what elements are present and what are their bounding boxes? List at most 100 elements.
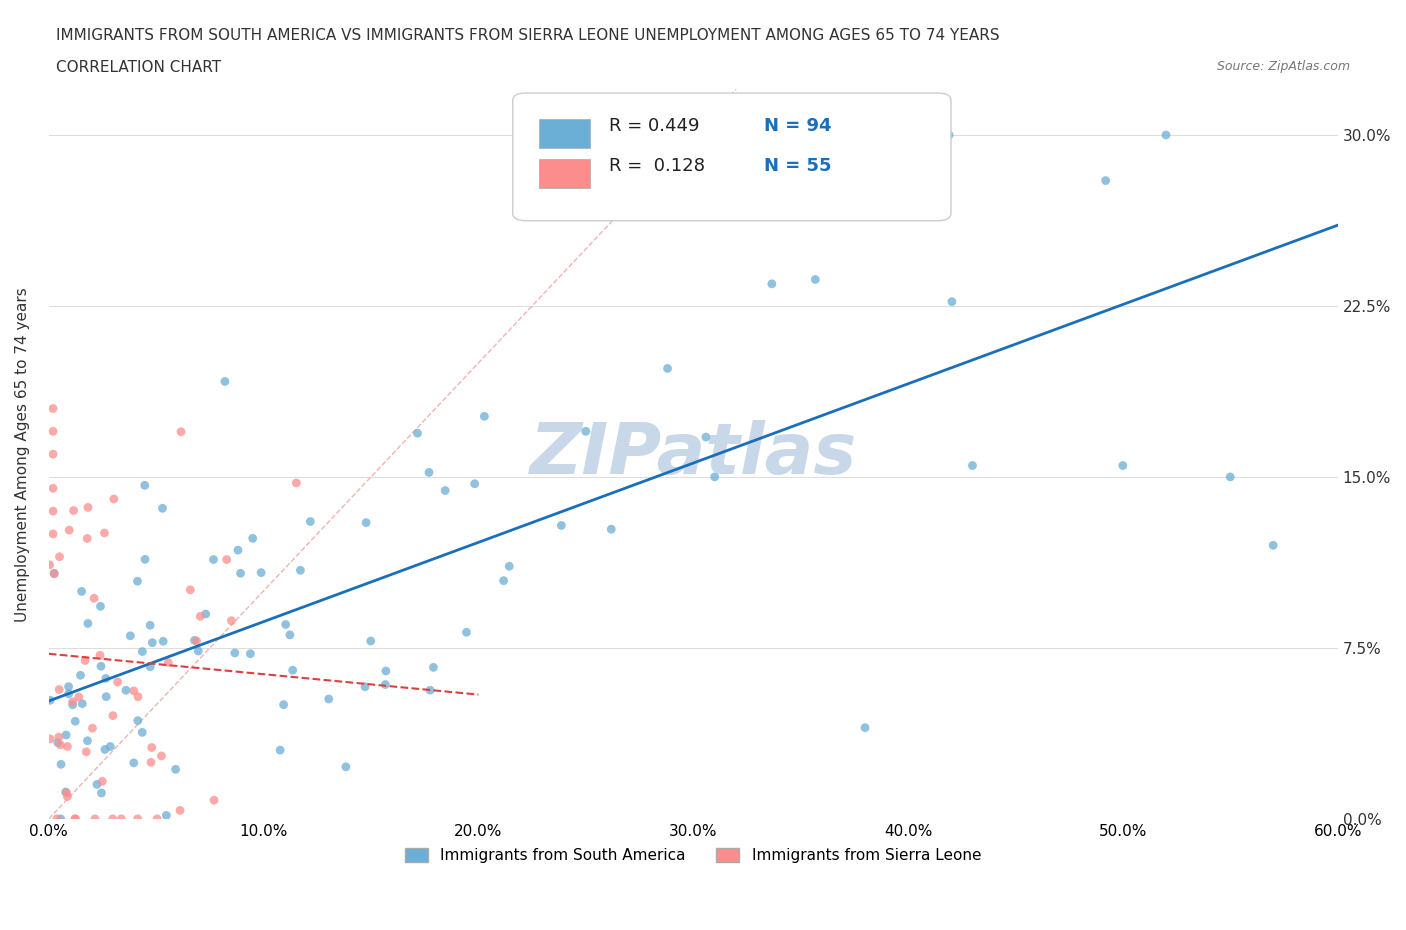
Point [157,655,180,670]
Point [498,559,520,574]
Point [93,525,115,540]
Point [1263,538,1285,552]
Point [83,591,105,605]
Point [224,645,246,660]
Point [406,426,429,441]
Point [96,689,118,704]
Point [285,475,308,490]
Point [422,660,444,675]
Point [221,613,243,628]
Point [82,721,104,736]
Point [186,633,208,648]
Point [76,531,98,546]
Point [90,658,112,673]
Point [94,671,117,685]
Text: IMMIGRANTS FROM SOUTH AMERICA VS IMMIGRANTS FROM SIERRA LEONE UNEMPLOYMENT AMONG: IMMIGRANTS FROM SOUTH AMERICA VS IMMIGRA… [56,28,1000,43]
Point [250,565,273,580]
Point [434,483,457,498]
Point [49,811,72,826]
Point [1112,458,1135,473]
Point [141,635,163,650]
Point [115,683,138,698]
Point [127,574,149,589]
Point [58,523,80,538]
Point [1154,127,1177,142]
Point [103,492,125,507]
Text: ZIPatlas: ZIPatlas [530,419,856,488]
Point [67,689,90,704]
Point [75,744,97,759]
Point [139,618,162,632]
FancyBboxPatch shape [538,159,591,188]
Point [49,737,72,752]
Point [155,808,177,823]
Y-axis label: Unemployment Among Ages 65 to 74 years: Unemployment Among Ages 65 to 74 years [15,286,30,621]
Point [550,518,572,533]
Point [101,811,124,826]
Point [101,708,124,723]
Point [90,786,112,801]
Point [58,679,80,694]
Point [273,698,295,712]
Point [120,629,142,644]
Point [122,684,145,698]
Point [42,526,65,541]
Point [354,679,377,694]
Point [146,811,169,826]
Point [131,725,153,740]
Point [242,531,264,546]
Point [239,646,262,661]
Point [229,565,252,580]
Point [77,616,100,631]
Point [360,633,382,648]
Point [226,543,249,558]
Point [187,644,209,658]
Point [139,755,162,770]
Point [290,563,312,578]
Point [42,504,65,519]
Point [91,774,114,789]
Point [169,803,191,817]
Point [58,686,80,701]
Point [183,633,205,648]
Point [89,648,111,663]
Point [962,458,984,473]
Point [141,740,163,755]
Point [62,698,84,712]
Point [86,777,108,791]
Point [39,693,62,708]
Text: N = 94: N = 94 [763,117,831,135]
Point [127,713,149,728]
Text: CORRELATION CHART: CORRELATION CHART [56,60,221,75]
Point [761,276,783,291]
Point [938,127,960,142]
Point [202,792,225,807]
Point [492,573,515,588]
Point [42,401,65,416]
Point [134,478,156,493]
Point [281,663,304,678]
Point [56,790,79,804]
Point [38,557,60,572]
Point [42,565,65,580]
Point [131,644,153,659]
Point [214,374,236,389]
Point [354,515,377,530]
Point [122,755,145,770]
Point [127,689,149,704]
Point [299,514,322,529]
Point [63,811,86,826]
Point [45,811,67,826]
Point [374,677,396,692]
Point [55,785,77,800]
Point [62,503,84,518]
Point [84,811,107,826]
Point [804,272,827,287]
Text: R =  0.128: R = 0.128 [609,157,706,175]
Point [134,551,156,566]
Point [39,732,62,747]
Point [419,683,441,698]
Point [107,674,129,689]
Point [853,720,876,735]
Point [70,584,93,599]
